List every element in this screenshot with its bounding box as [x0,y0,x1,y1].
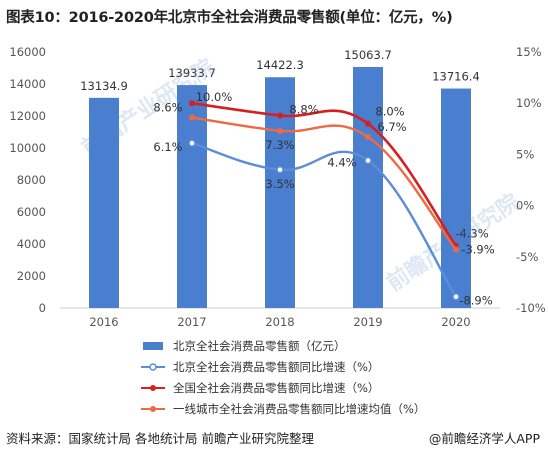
data-label: -4.3% [455,227,488,241]
legend-label: 全国全社会消费品零售额同比增速（%） [173,381,379,395]
publisher-logo: @前瞻经济学人APP [428,431,540,446]
data-point [364,156,372,165]
data-point [277,127,283,134]
series-line [191,101,458,247]
left-axis-tick-label: 16000 [9,45,46,59]
data-label: -3.9% [461,243,494,257]
right-axis-tick-label: -5% [516,250,538,264]
data-label: 3.5% [265,177,294,191]
left-axis-tick-label: 6000 [17,205,46,219]
data-point [189,114,195,121]
left-axis-tick-label: 0 [39,301,46,315]
legend-swatch-marker [150,385,156,391]
bar-data-label: 13933.7 [168,66,216,80]
data-label: 8.6% [153,101,182,115]
legend-swatch-marker [149,363,157,371]
series-line [191,116,457,251]
data-label: 8.8% [289,102,318,116]
legend-label: 北京全社会消费品零售额（亿元） [173,339,346,353]
data-point [276,166,284,174]
data-point [277,112,283,119]
right-axis-tick-label: 0% [516,199,534,213]
x-axis-tick-label: 2019 [353,315,382,329]
right-axis-tick-label: 10% [516,96,542,110]
right-axis-tick-label: 5% [516,147,534,161]
left-axis-tick-label: 2000 [17,269,46,283]
legend-label: 北京全社会消费品零售额同比增速（%） [173,360,379,374]
bar-data-label: 14422.3 [256,58,304,72]
bar [177,85,207,309]
data-label: 6.7% [377,120,406,134]
left-axis-tick-label: 12000 [9,109,46,123]
legend-label: 一线城市全社会消费品零售额同比增速均值（%） [173,402,425,416]
left-axis-tick-label: 14000 [9,77,46,91]
left-axis-tick-label: 8000 [17,173,46,187]
x-axis-tick-label: 2017 [177,315,206,329]
left-axis-tick-label: 4000 [17,237,46,251]
x-axis-tick-label: 2018 [265,315,294,329]
data-point [452,292,460,301]
legend-swatch-bar [143,342,163,350]
data-label: 7.3% [265,138,294,152]
source-note: 资料来源：国家统计局 各地统计局 前瞻产业研究院整理 [6,431,314,446]
right-axis-tick-label: -10% [516,301,546,315]
bar [89,97,119,308]
bar-data-label: 13716.4 [432,70,480,84]
x-axis-tick-label: 2020 [441,315,470,329]
bar [353,66,383,308]
legend-swatch-marker [150,406,156,412]
data-label: 10.0% [196,90,233,104]
chart-title: 图表10：2016-2020年北京市全社会消费品零售额(单位：亿元，%) [6,10,453,26]
series-line [191,141,458,298]
right-axis-tick-label: 15% [516,45,542,59]
data-point [365,120,371,127]
data-label: 6.1% [153,140,182,154]
data-point [365,133,371,140]
bar-data-label: 15063.7 [344,48,392,62]
left-axis-tick-label: 10000 [9,141,46,155]
bar [441,88,471,308]
data-label: 8.0% [375,105,404,119]
data-point [453,246,459,253]
bar-data-label: 13134.9 [80,79,128,93]
data-label: 4.4% [327,156,356,170]
x-axis-tick-label: 2016 [89,315,118,329]
data-point [188,139,196,147]
data-label: -8.9% [459,294,492,308]
data-point [189,100,195,107]
